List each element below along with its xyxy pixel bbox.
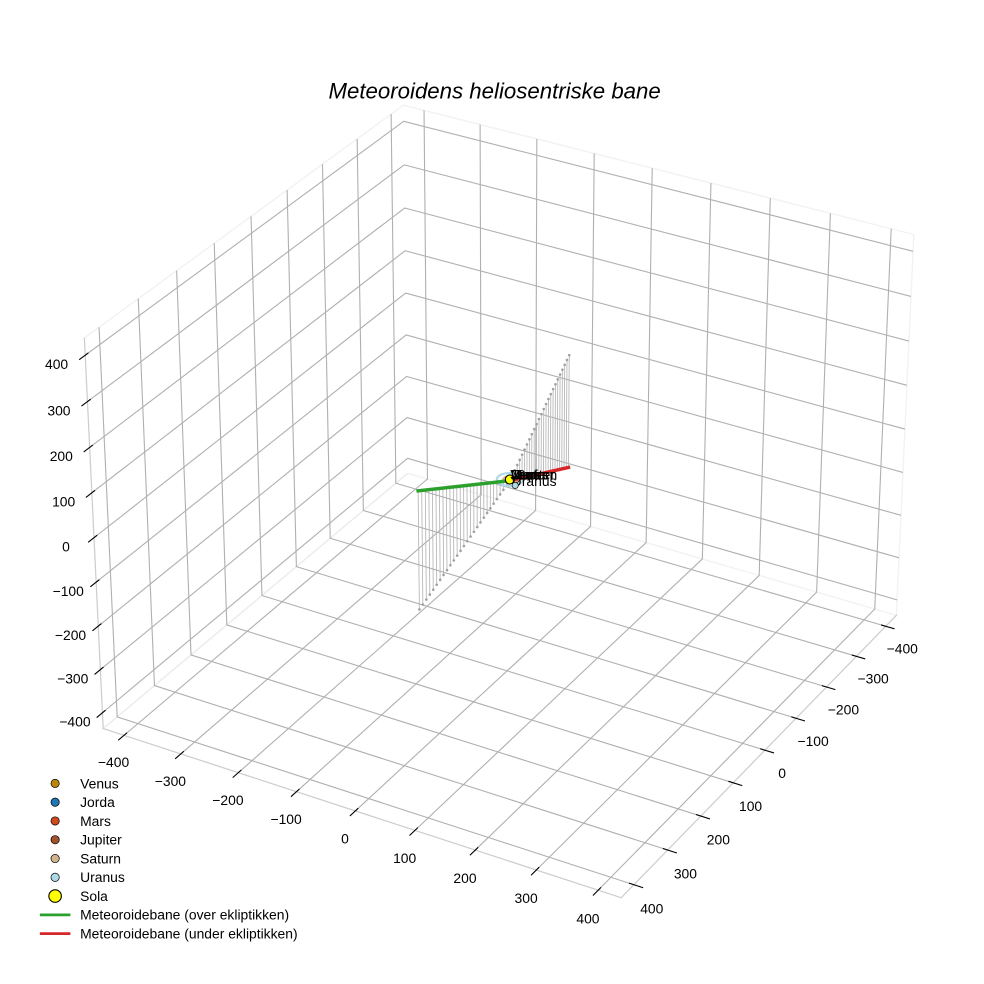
svg-text:−100: −100 — [270, 811, 302, 827]
svg-text:Venus: Venus — [510, 467, 549, 483]
svg-text:Jupiter: Jupiter — [513, 466, 555, 482]
svg-text:Jorda: Jorda — [80, 794, 115, 810]
svg-text:−400: −400 — [98, 754, 130, 770]
svg-text:200: 200 — [707, 831, 730, 847]
svg-text:400: 400 — [640, 900, 663, 916]
svg-text:300: 300 — [674, 866, 697, 882]
svg-text:−300: −300 — [57, 671, 89, 687]
svg-text:Venus: Venus — [80, 775, 119, 791]
svg-text:−100: −100 — [797, 733, 829, 749]
svg-text:100: 100 — [52, 494, 75, 510]
svg-text:300: 300 — [47, 402, 70, 418]
svg-text:Mars: Mars — [80, 813, 111, 829]
svg-text:300: 300 — [515, 890, 538, 906]
svg-text:100: 100 — [393, 850, 416, 866]
svg-text:−400: −400 — [59, 714, 91, 730]
svg-text:0: 0 — [778, 765, 786, 781]
svg-text:200: 200 — [50, 448, 73, 464]
svg-text:Uranus: Uranus — [80, 869, 125, 885]
svg-text:Jorda: Jorda — [510, 466, 545, 482]
svg-text:Mars: Mars — [511, 467, 542, 483]
svg-text:−400: −400 — [887, 640, 919, 656]
svg-text:−200: −200 — [55, 627, 87, 643]
svg-text:100: 100 — [739, 798, 762, 814]
svg-text:0: 0 — [341, 830, 349, 846]
svg-text:Meteoroidebane (under ekliptik: Meteoroidebane (under ekliptikken) — [80, 926, 298, 942]
svg-text:Meteoroidebane (over ekliptikk: Meteoroidebane (over ekliptikken) — [80, 907, 289, 923]
svg-text:Sola: Sola — [80, 888, 108, 904]
svg-text:Uranus: Uranus — [512, 473, 557, 489]
svg-text:Jupiter: Jupiter — [80, 832, 122, 848]
svg-text:−300: −300 — [155, 773, 187, 789]
svg-text:400: 400 — [45, 356, 68, 372]
svg-text:200: 200 — [453, 870, 476, 886]
svg-text:−300: −300 — [858, 671, 890, 687]
svg-text:−100: −100 — [53, 583, 85, 599]
svg-text:−200: −200 — [212, 792, 244, 808]
svg-text:Saturn: Saturn — [80, 850, 121, 866]
svg-text:Meteoroidens heliosentriske ba: Meteoroidens heliosentriske bane — [329, 79, 661, 104]
svg-text:−200: −200 — [828, 702, 860, 718]
svg-text:400: 400 — [576, 910, 599, 926]
svg-text:Saturn: Saturn — [516, 467, 557, 483]
svg-text:0: 0 — [62, 539, 70, 555]
